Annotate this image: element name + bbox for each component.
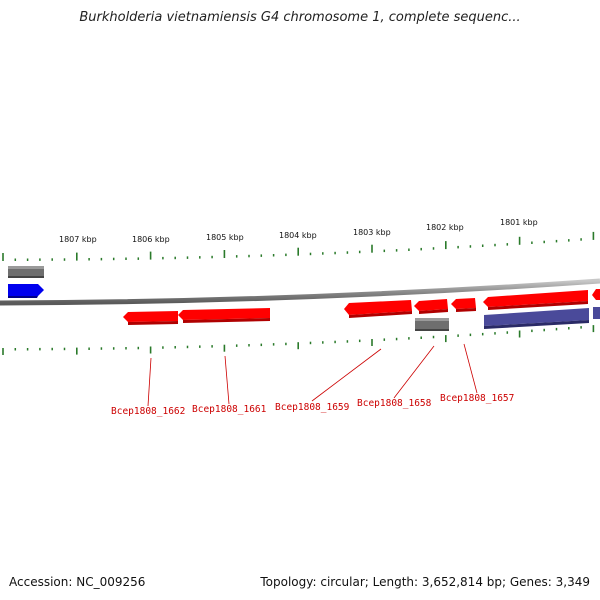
gene-label-1657[interactable]: Bcep1808_1657 bbox=[440, 393, 514, 404]
gene-forward-2[interactable] bbox=[414, 299, 448, 314]
map-title: Burkholderia vietnamiensis G4 chromosome… bbox=[79, 10, 521, 25]
accession-text: Accession: NC_009256 bbox=[9, 575, 146, 589]
ruler-label-1804: 1804 kbp bbox=[279, 231, 317, 240]
genome-backbone bbox=[0, 278, 600, 306]
leader-line-1657 bbox=[463, 343, 478, 394]
leader-line-1659 bbox=[311, 348, 382, 402]
leader-line-1661 bbox=[224, 355, 230, 405]
feature-rna-left[interactable] bbox=[8, 284, 44, 298]
leader-line-1658 bbox=[393, 345, 435, 399]
gene-label-1658[interactable]: Bcep1808_1658 bbox=[357, 398, 432, 409]
leader-line-1662 bbox=[147, 357, 152, 407]
feature-other-edge[interactable] bbox=[593, 307, 600, 319]
gene-label-1661[interactable]: Bcep1808_1661 bbox=[192, 404, 267, 415]
feature-pseudo-left[interactable] bbox=[8, 266, 44, 278]
ruler-label-1807: 1807 kbp bbox=[59, 235, 97, 244]
feature-pseudo-center[interactable] bbox=[415, 318, 449, 331]
ruler-label-1805: 1805 kbp bbox=[206, 233, 244, 242]
ruler-outer bbox=[2, 231, 595, 261]
gene-label-1659[interactable]: Bcep1808_1659 bbox=[275, 402, 350, 413]
gene-bcep1808-1661[interactable] bbox=[178, 308, 270, 323]
gene-forward-3[interactable] bbox=[451, 298, 476, 312]
gene-forward-4[interactable] bbox=[483, 290, 588, 310]
ruler-inner bbox=[2, 325, 595, 355]
feature-other-right[interactable] bbox=[484, 308, 589, 329]
gene-bcep1808-1662[interactable] bbox=[123, 311, 178, 325]
summary-text: Topology: circular; Length: 3,652,814 bp… bbox=[260, 575, 590, 589]
gene-forward-5[interactable] bbox=[592, 289, 600, 300]
ruler-label-1806: 1806 kbp bbox=[132, 235, 170, 244]
gene-label-1662[interactable]: Bcep1808_1662 bbox=[111, 406, 185, 417]
gene-forward-1[interactable] bbox=[344, 300, 412, 318]
ruler-label-1803: 1803 kbp bbox=[353, 228, 391, 237]
ruler-label-1802: 1802 kbp bbox=[426, 223, 464, 232]
ruler-label-1801: 1801 kbp bbox=[500, 218, 538, 227]
